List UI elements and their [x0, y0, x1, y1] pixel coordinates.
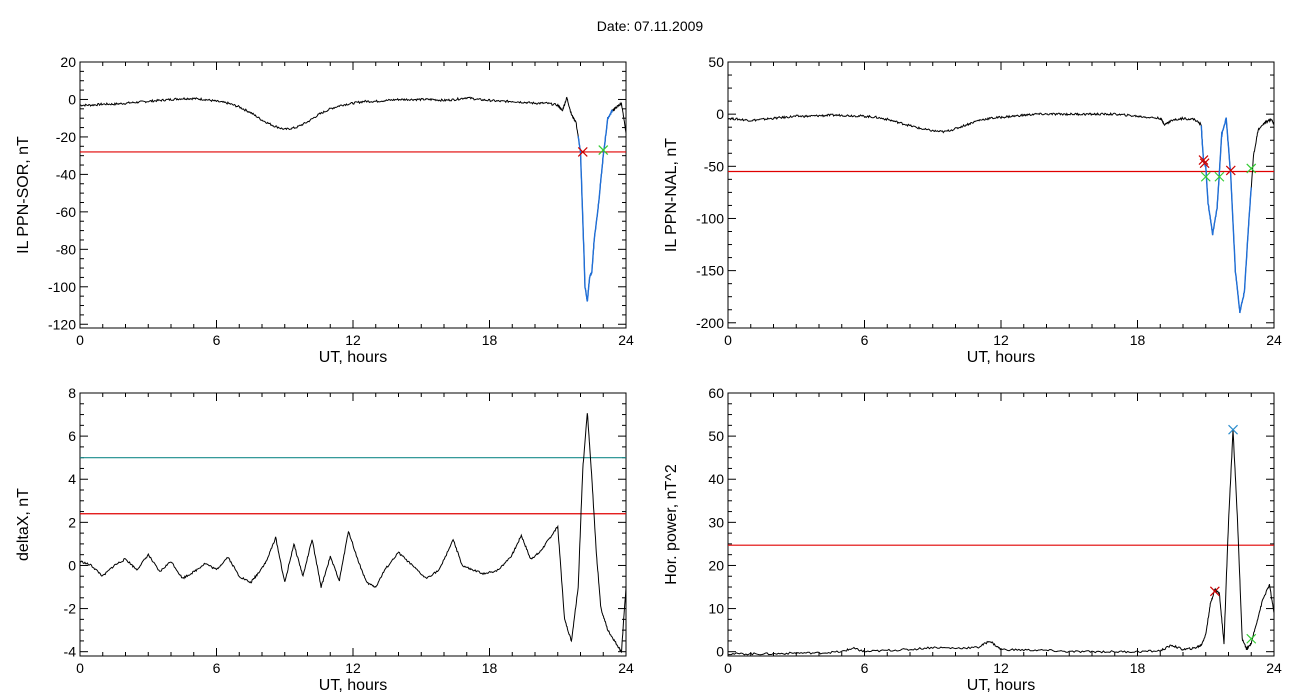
- x-tick-label: 24: [1266, 660, 1282, 676]
- x-tick-label: 18: [1130, 332, 1146, 348]
- x-tick-label: 24: [618, 660, 634, 676]
- marker-end: [1246, 633, 1257, 644]
- y-tick-label: -40: [56, 166, 76, 182]
- y-tick-label: 50: [708, 54, 724, 70]
- marker-start: [1199, 158, 1210, 169]
- y-tick-label: 8: [68, 385, 76, 401]
- x-axis-label: UT, hours: [967, 677, 1035, 694]
- y-tick-label: 0: [716, 644, 724, 660]
- marker-end: [598, 145, 609, 155]
- marker-stroke: [1228, 424, 1238, 435]
- marker-start: [1225, 165, 1236, 176]
- x-tick-label: 24: [618, 332, 634, 348]
- y-tick-label: -100: [48, 279, 76, 295]
- chart-panel-top-right: 0 6 12 18 24 50 0 -50 -100 -150 -200 UT, hours IL PP…: [663, 54, 1282, 366]
- x-tick-label: 12: [345, 332, 361, 348]
- highlighted-segment-line: [1200, 117, 1252, 314]
- y-tick-label: 20: [60, 54, 76, 70]
- plot-frame: [79, 61, 627, 329]
- x-axis-label: UT, hours: [967, 349, 1035, 366]
- plot-frame: [727, 392, 1275, 657]
- data-series-line: [79, 96, 627, 302]
- y-tick-label: -120: [48, 316, 76, 332]
- marker-end: [1214, 171, 1225, 182]
- data-series-line: [79, 413, 627, 654]
- figure-title: Date: 07.11.2009: [596, 18, 704, 34]
- y-tick-label: -80: [56, 241, 76, 257]
- marker-stroke: [1246, 163, 1257, 174]
- x-tick-label: 6: [861, 660, 869, 676]
- y-tick-label: -200: [696, 315, 724, 331]
- y-tick-label: -2: [64, 601, 77, 617]
- y-tick-label: -100: [696, 210, 724, 226]
- marker-stroke: [1225, 165, 1236, 176]
- y-tick-label: -50: [704, 158, 724, 174]
- y-axis-label: IL PPN-NAL, nT: [663, 138, 680, 252]
- highlighted-segment-line: [577, 109, 614, 302]
- x-axis-label: UT, hours: [319, 677, 387, 694]
- x-tick-label: 12: [345, 660, 361, 676]
- data-series-line: [727, 111, 1275, 314]
- x-tick-label: 6: [861, 332, 869, 348]
- chart-panel-top-left: 0 6 12 18 24 20 0 -20 -40 -60 -80 -100 -120 UT, hours…: [15, 54, 634, 366]
- marker-stroke: [1199, 158, 1210, 169]
- y-axis-label: IL PPN-SOR, nT: [15, 136, 32, 254]
- chart-panel-bottom-right: 0 6 12 18 24 60 50 40 30 20 10 0 UT, hours Hor. power…: [663, 385, 1282, 694]
- x-tick-label: 0: [724, 332, 732, 348]
- marker-start: [1198, 155, 1209, 165]
- plot-frame: [79, 392, 627, 657]
- y-tick-label: -60: [56, 204, 76, 220]
- marker-stroke: [577, 146, 588, 157]
- x-tick-label: 18: [482, 332, 498, 348]
- y-tick-label: -150: [696, 263, 724, 279]
- marker-end: [1246, 163, 1257, 174]
- y-tick-label: 10: [708, 601, 724, 617]
- y-tick-label: 0: [716, 106, 724, 122]
- marker-stroke: [1214, 171, 1225, 182]
- x-tick-label: 0: [724, 660, 732, 676]
- y-tick-label: 0: [68, 557, 76, 573]
- x-tick-label: 6: [213, 332, 221, 348]
- marker-stroke: [1246, 633, 1257, 644]
- marker-stroke: [1198, 155, 1209, 165]
- marker-stroke: [598, 145, 609, 155]
- y-axis-label: Hor. power, nT^2: [663, 464, 680, 585]
- y-tick-label: 30: [708, 514, 724, 530]
- data-series-line: [727, 430, 1275, 656]
- y-tick-label: 20: [708, 557, 724, 573]
- x-tick-label: 24: [1266, 332, 1282, 348]
- marker-end: [1200, 171, 1211, 182]
- y-tick-label: -20: [56, 129, 76, 145]
- y-tick-label: -4: [64, 644, 77, 660]
- y-axis-label: deltaX, nT: [15, 488, 32, 561]
- y-tick-label: 50: [708, 428, 724, 444]
- x-tick-label: 6: [213, 660, 221, 676]
- marker-start: [577, 146, 588, 157]
- x-tick-label: 0: [76, 332, 84, 348]
- plot-frame: [727, 61, 1275, 329]
- y-tick-label: 4: [68, 471, 76, 487]
- x-tick-label: 0: [76, 660, 84, 676]
- marker-start: [1209, 586, 1220, 597]
- y-tick-label: 60: [708, 385, 724, 401]
- x-tick-label: 18: [1130, 660, 1146, 676]
- y-tick-label: 2: [68, 514, 76, 530]
- x-tick-label: 18: [482, 660, 498, 676]
- marker-peak: [1228, 424, 1238, 435]
- marker-stroke: [1209, 586, 1220, 597]
- y-tick-label: 40: [708, 471, 724, 487]
- marker-stroke: [1200, 171, 1211, 182]
- x-tick-label: 12: [993, 332, 1009, 348]
- x-axis-label: UT, hours: [319, 349, 387, 366]
- x-tick-label: 12: [993, 660, 1009, 676]
- y-tick-label: 0: [68, 91, 76, 107]
- y-tick-label: 6: [68, 428, 76, 444]
- chart-panel-bottom-left: 0 6 12 18 24 8 6 4 2 0 -2 -4 UT, hours deltaX, nT: [15, 385, 634, 694]
